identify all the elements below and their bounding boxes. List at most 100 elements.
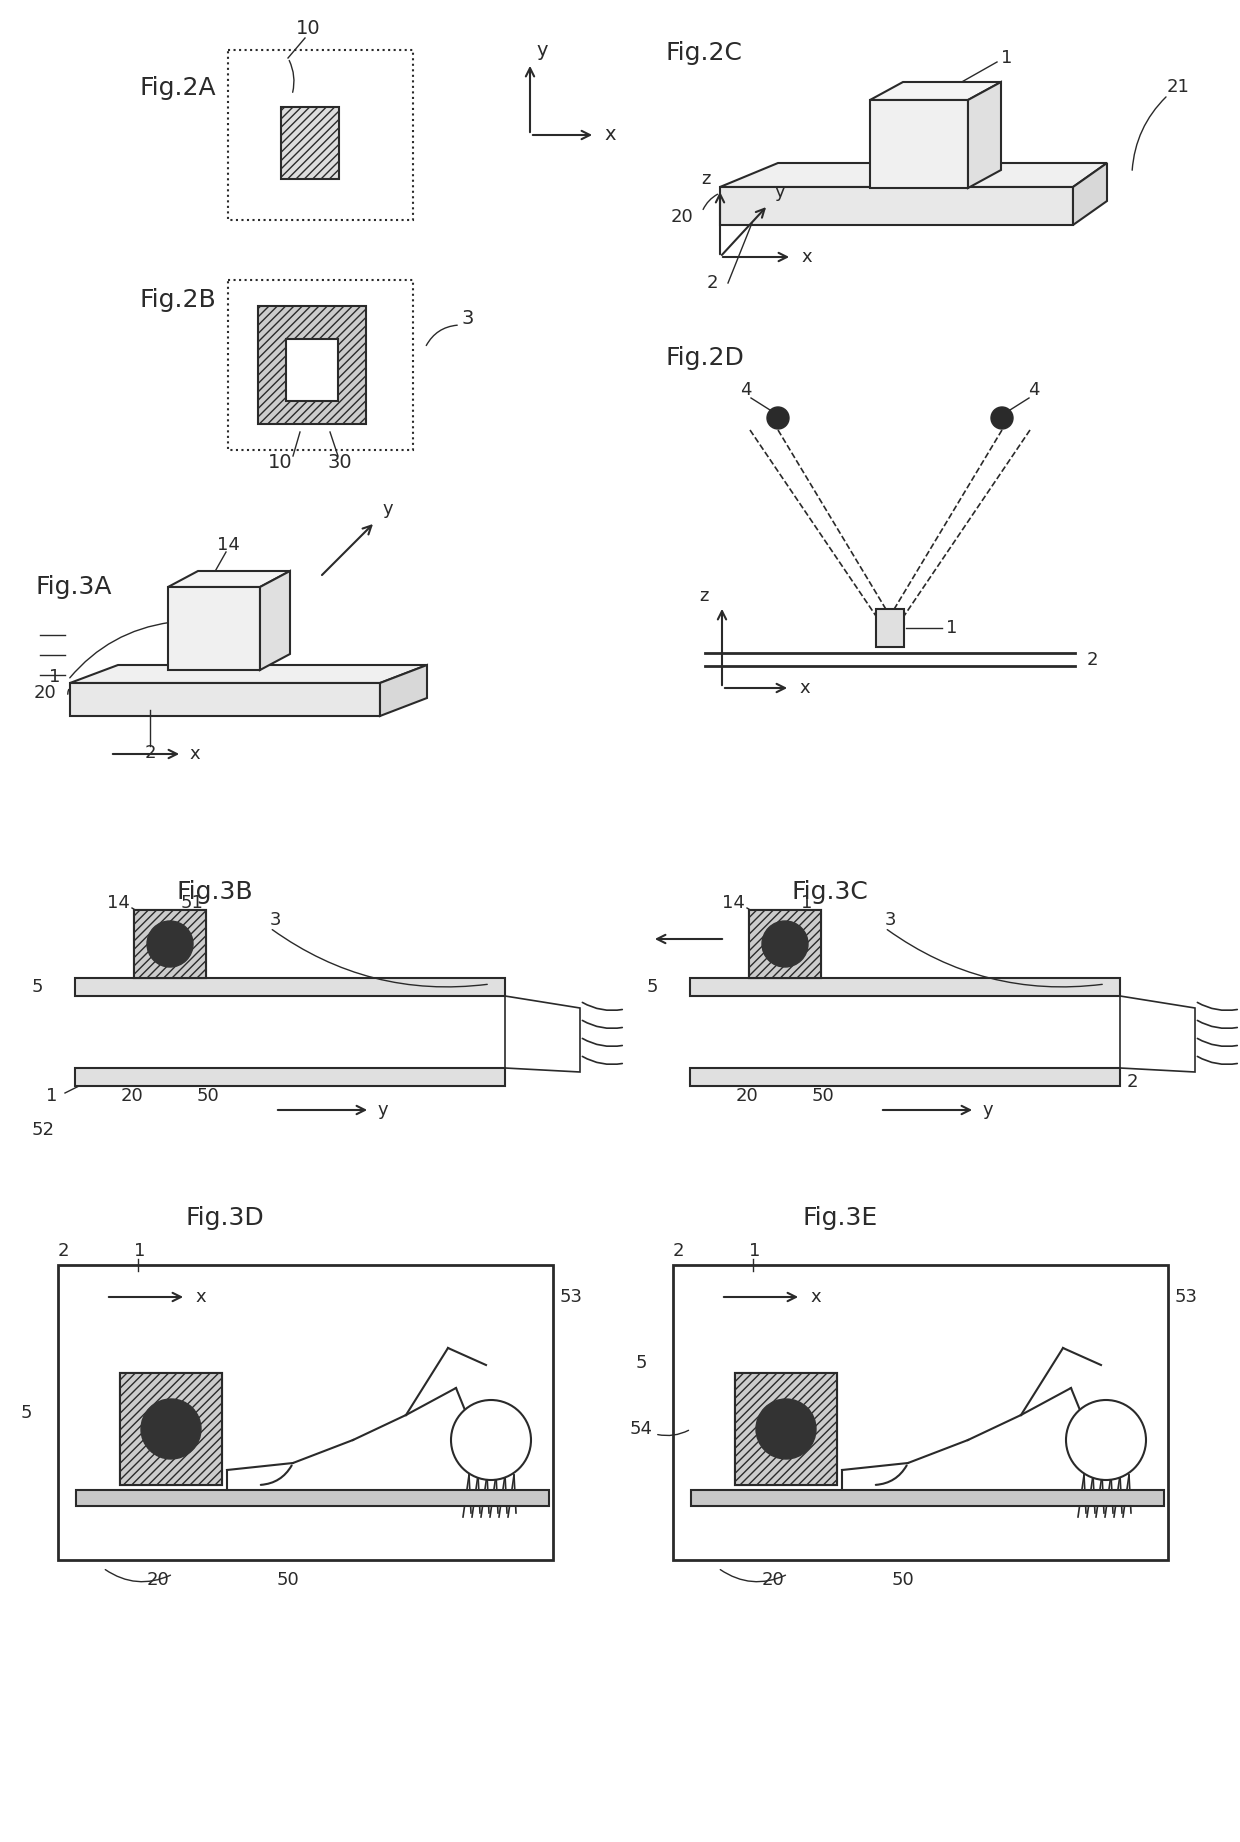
- Text: 5: 5: [646, 978, 657, 997]
- Bar: [74, 1068, 505, 1087]
- Circle shape: [756, 1400, 816, 1459]
- Text: z: z: [699, 588, 709, 604]
- Polygon shape: [167, 571, 290, 588]
- Polygon shape: [260, 571, 290, 670]
- Text: 53: 53: [1174, 1288, 1198, 1306]
- Text: 1: 1: [749, 1242, 760, 1260]
- Text: 54: 54: [630, 1420, 652, 1439]
- Bar: [673, 1265, 1168, 1560]
- Text: z: z: [702, 169, 711, 188]
- Bar: [735, 1372, 837, 1485]
- Bar: [227, 50, 413, 219]
- Text: y: y: [383, 499, 393, 518]
- Bar: [58, 1265, 553, 1560]
- Bar: [258, 306, 366, 424]
- Text: 14: 14: [722, 893, 744, 912]
- Polygon shape: [69, 683, 379, 717]
- Circle shape: [148, 921, 193, 967]
- Text: 20: 20: [761, 1571, 785, 1590]
- Text: 14: 14: [107, 893, 129, 912]
- Bar: [286, 339, 339, 402]
- Text: 14: 14: [217, 536, 239, 554]
- Bar: [134, 910, 206, 978]
- Text: Fig.3B: Fig.3B: [176, 880, 253, 904]
- Text: x: x: [604, 125, 616, 144]
- Polygon shape: [69, 665, 427, 683]
- Bar: [689, 978, 1120, 997]
- Text: x: x: [190, 744, 201, 763]
- Text: x: x: [800, 680, 810, 696]
- Text: 5: 5: [635, 1354, 647, 1372]
- Text: 3: 3: [884, 912, 895, 928]
- Text: y: y: [982, 1102, 993, 1118]
- Text: 20: 20: [146, 1571, 170, 1590]
- Text: 20: 20: [120, 1087, 144, 1105]
- Text: 30: 30: [327, 453, 352, 472]
- Circle shape: [768, 407, 789, 429]
- Polygon shape: [720, 188, 1073, 225]
- Polygon shape: [505, 997, 580, 1072]
- Text: y: y: [536, 41, 548, 59]
- Bar: [735, 1372, 837, 1485]
- Circle shape: [1066, 1400, 1146, 1479]
- Text: 2: 2: [707, 274, 718, 293]
- Text: 1: 1: [46, 1087, 58, 1105]
- Text: x: x: [802, 249, 812, 265]
- Polygon shape: [870, 99, 968, 188]
- Polygon shape: [379, 665, 427, 717]
- Polygon shape: [1073, 162, 1107, 225]
- Bar: [875, 610, 904, 647]
- Text: Fig.3A: Fig.3A: [35, 575, 112, 599]
- Bar: [749, 910, 821, 978]
- Text: 2: 2: [144, 744, 156, 763]
- Text: 1: 1: [50, 669, 61, 685]
- Bar: [74, 978, 505, 997]
- Text: Fig.3C: Fig.3C: [791, 880, 868, 904]
- Text: 1: 1: [946, 619, 957, 637]
- Text: 53: 53: [559, 1288, 583, 1306]
- Text: 5: 5: [20, 1404, 32, 1422]
- Bar: [689, 1068, 1120, 1087]
- Text: 51: 51: [181, 893, 203, 912]
- Bar: [120, 1372, 222, 1485]
- Text: 52: 52: [31, 1122, 55, 1138]
- Polygon shape: [167, 588, 260, 670]
- Bar: [227, 280, 413, 449]
- Text: Fig.3E: Fig.3E: [802, 1207, 878, 1230]
- Text: 4: 4: [740, 381, 751, 400]
- Bar: [749, 910, 821, 978]
- Text: 10: 10: [295, 18, 320, 37]
- Text: Fig.2B: Fig.2B: [140, 287, 217, 311]
- Text: Fig.2A: Fig.2A: [140, 76, 217, 99]
- Text: 5: 5: [31, 978, 42, 997]
- Text: 50: 50: [197, 1087, 219, 1105]
- Polygon shape: [870, 83, 1001, 99]
- Text: 1: 1: [1002, 50, 1013, 66]
- Text: x: x: [196, 1288, 206, 1306]
- Text: y: y: [775, 182, 785, 201]
- Text: 2: 2: [1086, 650, 1097, 669]
- Text: 50: 50: [892, 1571, 914, 1590]
- Polygon shape: [1120, 997, 1195, 1072]
- Text: 3: 3: [269, 912, 280, 928]
- Bar: [691, 1490, 1164, 1507]
- Text: 2: 2: [57, 1242, 68, 1260]
- Circle shape: [763, 921, 808, 967]
- Text: 20: 20: [671, 208, 693, 227]
- Polygon shape: [968, 83, 1001, 188]
- Circle shape: [451, 1400, 531, 1479]
- Text: 50: 50: [277, 1571, 299, 1590]
- Text: Fig.3D: Fig.3D: [186, 1207, 264, 1230]
- Text: 21: 21: [1167, 77, 1189, 96]
- Bar: [134, 910, 206, 978]
- Circle shape: [991, 407, 1013, 429]
- Bar: [120, 1372, 222, 1485]
- Text: 20: 20: [735, 1087, 759, 1105]
- Text: 50: 50: [812, 1087, 835, 1105]
- Text: 2: 2: [1126, 1074, 1138, 1090]
- Text: 3: 3: [461, 308, 474, 328]
- Text: 4: 4: [1028, 381, 1040, 400]
- Bar: [76, 1490, 549, 1507]
- Text: 1: 1: [801, 893, 812, 912]
- Text: x: x: [811, 1288, 821, 1306]
